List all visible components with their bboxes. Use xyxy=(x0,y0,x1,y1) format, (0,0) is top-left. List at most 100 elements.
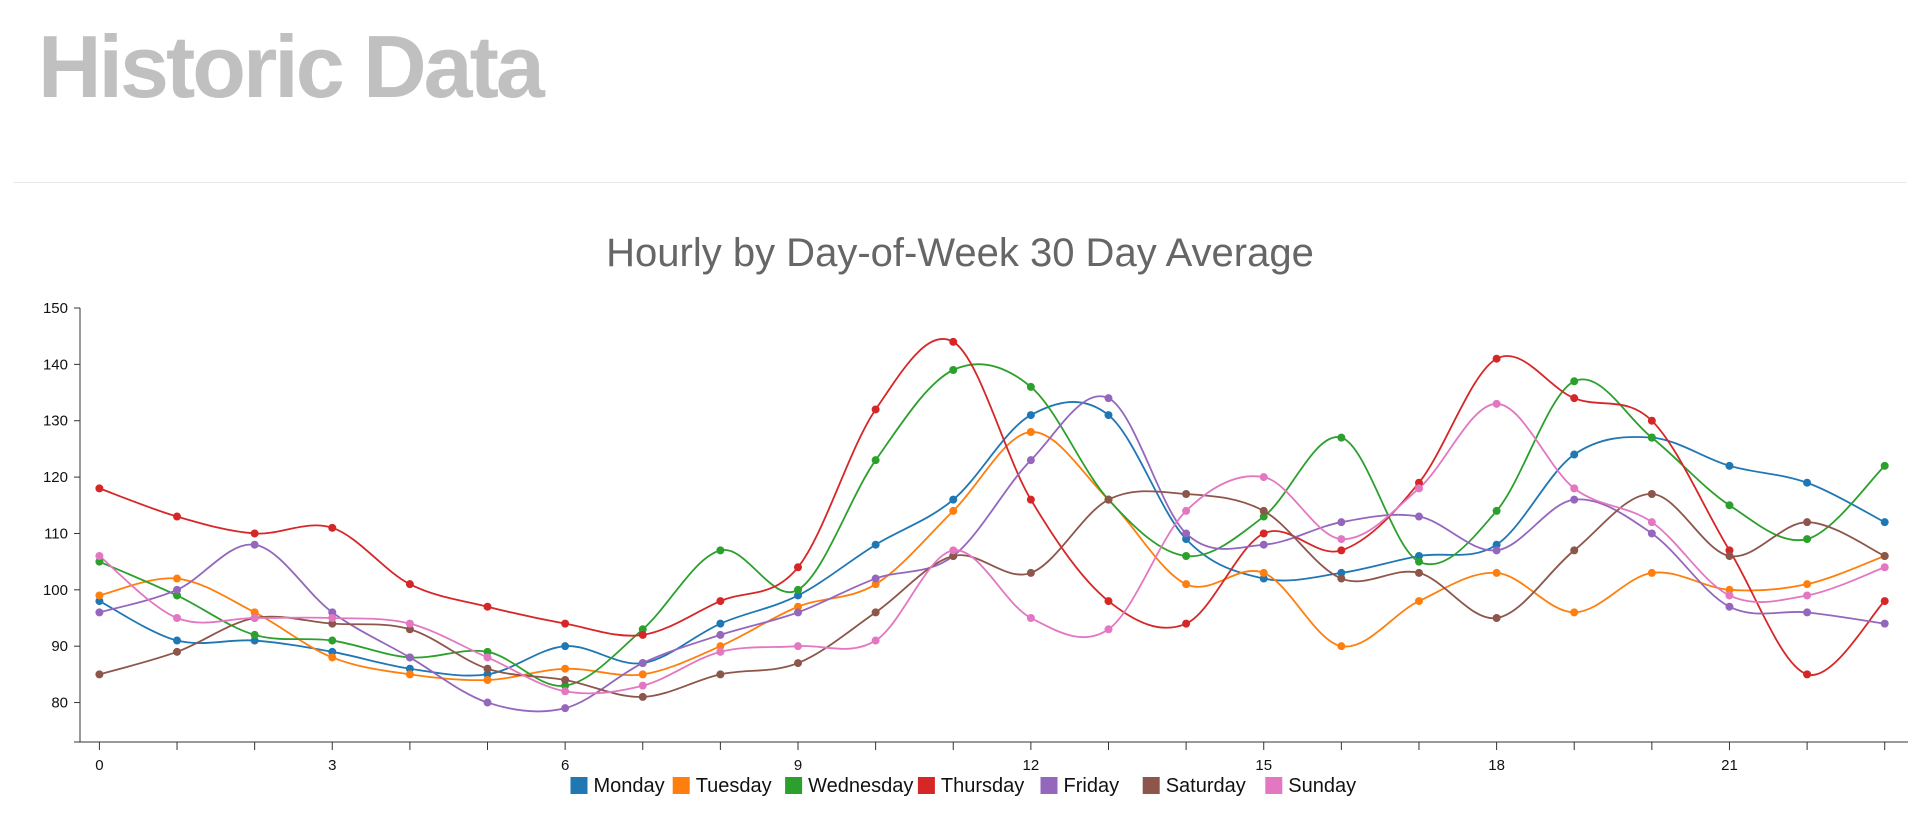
x-axis: 0 3 6 9 12 15 18 21 xyxy=(74,741,1908,774)
y-tick-label: 100 xyxy=(43,582,68,599)
legend-label-wednesday: Wednesday xyxy=(808,775,913,797)
data-point-sunday xyxy=(1337,535,1346,544)
data-point-tuesday xyxy=(405,670,414,679)
data-point-saturday xyxy=(1026,568,1035,577)
data-point-friday xyxy=(1182,529,1191,538)
data-point-friday xyxy=(1647,529,1656,538)
data-point-sunday xyxy=(794,642,803,651)
data-point-monday xyxy=(1725,461,1734,470)
data-point-wednesday xyxy=(250,630,259,639)
legend-swatch-sunday xyxy=(1265,777,1283,794)
series-points xyxy=(95,337,1889,713)
data-point-thursday xyxy=(95,484,104,493)
data-point-friday xyxy=(561,704,570,713)
x-tick-label: 12 xyxy=(1023,757,1040,774)
data-point-thursday xyxy=(1104,597,1113,606)
data-point-tuesday xyxy=(250,608,259,617)
data-point-saturday xyxy=(1570,546,1579,555)
data-point-monday xyxy=(1026,411,1035,420)
data-point-thursday xyxy=(1182,619,1191,628)
data-point-sunday xyxy=(328,614,337,622)
data-point-tuesday xyxy=(871,580,880,589)
legend-item-monday: Monday xyxy=(570,775,665,797)
data-point-sunday xyxy=(871,636,880,645)
data-point-saturday xyxy=(95,670,104,679)
data-point-thursday xyxy=(794,563,803,572)
data-point-tuesday xyxy=(328,653,337,662)
data-point-sunday xyxy=(716,647,725,656)
data-point-thursday xyxy=(638,630,647,639)
legend-item-tuesday: Tuesday xyxy=(672,775,772,797)
data-point-friday xyxy=(1259,540,1268,549)
data-point-friday xyxy=(794,608,803,617)
data-point-saturday xyxy=(1414,568,1423,577)
data-point-sunday xyxy=(1104,625,1113,634)
legend-swatch-tuesday xyxy=(672,777,690,794)
data-point-monday xyxy=(95,597,104,606)
x-tick-label: 6 xyxy=(561,757,569,774)
data-point-monday xyxy=(1337,568,1346,577)
data-point-friday xyxy=(1104,394,1113,403)
x-tick-label: 0 xyxy=(95,757,103,774)
data-point-tuesday xyxy=(1259,568,1268,577)
data-point-saturday xyxy=(1492,614,1501,622)
data-point-monday xyxy=(1570,450,1579,459)
data-point-thursday xyxy=(1492,354,1501,363)
data-point-friday xyxy=(95,608,104,617)
data-point-thursday xyxy=(1337,546,1346,555)
data-point-thursday xyxy=(1414,478,1423,487)
data-point-sunday xyxy=(1725,591,1734,600)
data-point-tuesday xyxy=(1414,597,1423,606)
data-point-sunday xyxy=(1182,506,1191,515)
data-point-thursday xyxy=(1725,546,1734,555)
legend-swatch-thursday xyxy=(917,777,935,794)
data-point-saturday xyxy=(405,625,414,634)
data-point-sunday xyxy=(1803,591,1812,600)
data-point-monday xyxy=(1182,535,1191,544)
data-point-wednesday xyxy=(1647,433,1656,442)
data-point-wednesday xyxy=(638,625,647,634)
legend-label-saturday: Saturday xyxy=(1166,775,1246,797)
y-tick-label: 130 xyxy=(43,413,68,430)
chart-title: Hourly by Day-of-Week 30 Day Average xyxy=(606,231,1314,275)
data-point-thursday xyxy=(1570,394,1579,403)
data-point-wednesday xyxy=(1492,506,1501,515)
x-tick-label: 15 xyxy=(1255,757,1272,774)
data-point-friday xyxy=(173,585,182,594)
data-point-monday xyxy=(1104,411,1113,420)
data-point-tuesday xyxy=(173,574,182,583)
data-point-tuesday xyxy=(1182,580,1191,589)
data-point-friday xyxy=(483,698,492,707)
data-point-wednesday xyxy=(1182,552,1191,560)
data-point-sunday xyxy=(405,619,414,628)
line-chart: Hourly by Day-of-Week 30 Day Average 80 9… xyxy=(43,231,1908,797)
data-point-wednesday xyxy=(1026,382,1035,391)
data-point-tuesday xyxy=(794,602,803,611)
x-tick-label: 18 xyxy=(1488,757,1505,774)
data-point-sunday xyxy=(483,653,492,662)
legend-swatch-wednesday xyxy=(785,777,803,794)
header-divider xyxy=(14,182,1906,183)
data-point-thursday xyxy=(949,337,958,346)
data-point-friday xyxy=(1337,518,1346,527)
data-point-friday xyxy=(405,653,414,662)
data-point-wednesday xyxy=(95,557,104,566)
data-point-sunday xyxy=(561,687,570,696)
data-point-sunday xyxy=(173,614,182,622)
legend-item-sunday: Sunday xyxy=(1265,775,1356,797)
legend-item-saturday: Saturday xyxy=(1142,775,1246,797)
data-point-tuesday xyxy=(1492,568,1501,577)
legend-label-thursday: Thursday xyxy=(941,775,1024,797)
legend-label-friday: Friday xyxy=(1064,775,1120,797)
data-point-monday xyxy=(405,664,414,673)
data-point-friday xyxy=(638,659,647,668)
data-point-monday xyxy=(483,670,492,679)
legend-item-wednesday: Wednesday xyxy=(785,775,913,797)
data-point-friday xyxy=(871,574,880,583)
data-point-tuesday xyxy=(1570,608,1579,617)
data-point-thursday xyxy=(1880,597,1889,606)
legend: Monday Tuesday Wednesday Thursday Friday Satu… xyxy=(570,775,1356,797)
y-tick-label: 140 xyxy=(43,356,68,373)
data-point-saturday xyxy=(1647,490,1656,498)
data-point-wednesday xyxy=(949,366,958,374)
